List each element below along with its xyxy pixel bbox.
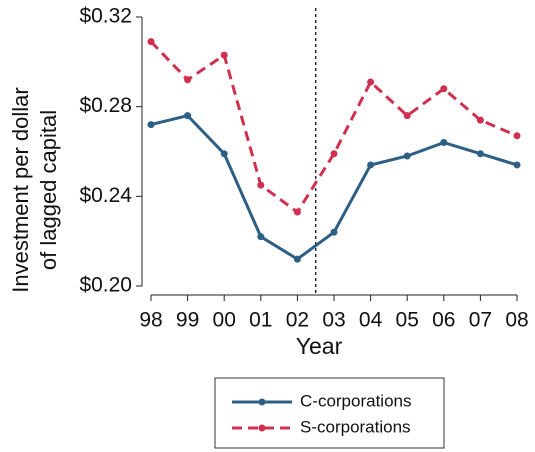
series-point [403,112,411,120]
series-point [220,150,228,158]
y-tick-label: $0.28 [79,94,132,117]
y-axis-title: of lagged capital [36,110,61,270]
y-axis-title: Investment per dollar [8,87,33,292]
x-tick-label: 07 [469,309,492,332]
series-point [440,85,448,93]
series-point [330,150,338,158]
series-point [220,51,228,59]
x-tick-label: 03 [322,309,345,332]
series-point [293,208,301,216]
series-point [476,116,484,124]
x-tick-label: 00 [213,309,236,332]
y-tick-label: $0.32 [79,5,132,28]
legend-marker [258,398,266,406]
series-line [150,113,518,261]
x-tick-label: 98 [139,309,162,332]
legend-marker [258,424,266,432]
legend-label: S-corporations [300,417,411,436]
y-tick-label: $0.20 [79,274,132,297]
legend-label: C-corporations [300,391,412,410]
series-point [257,181,265,189]
series-point [367,161,375,169]
x-tick-label: 01 [249,309,272,332]
x-tick-label: 06 [432,309,455,332]
series-point [440,139,448,147]
series-point [367,78,375,86]
series-point [513,132,521,140]
series-point [147,121,155,129]
series-point [293,255,301,263]
series-point [513,161,521,169]
series-point [257,233,265,241]
series-point [476,150,484,158]
legend-box [214,377,445,449]
x-axis-title: Year [296,333,343,359]
x-tick-label: 02 [286,309,309,332]
x-tick-label: 05 [396,309,419,332]
series-point [184,112,192,120]
series-line [149,40,518,215]
series-point [330,228,338,236]
series-point [184,76,192,84]
x-tick-label: 08 [505,309,528,332]
series-point [147,38,155,46]
series-point [403,152,411,160]
x-tick-label: 99 [176,309,199,332]
x-tick-label: 04 [359,309,383,332]
y-tick-label: $0.24 [79,184,132,207]
